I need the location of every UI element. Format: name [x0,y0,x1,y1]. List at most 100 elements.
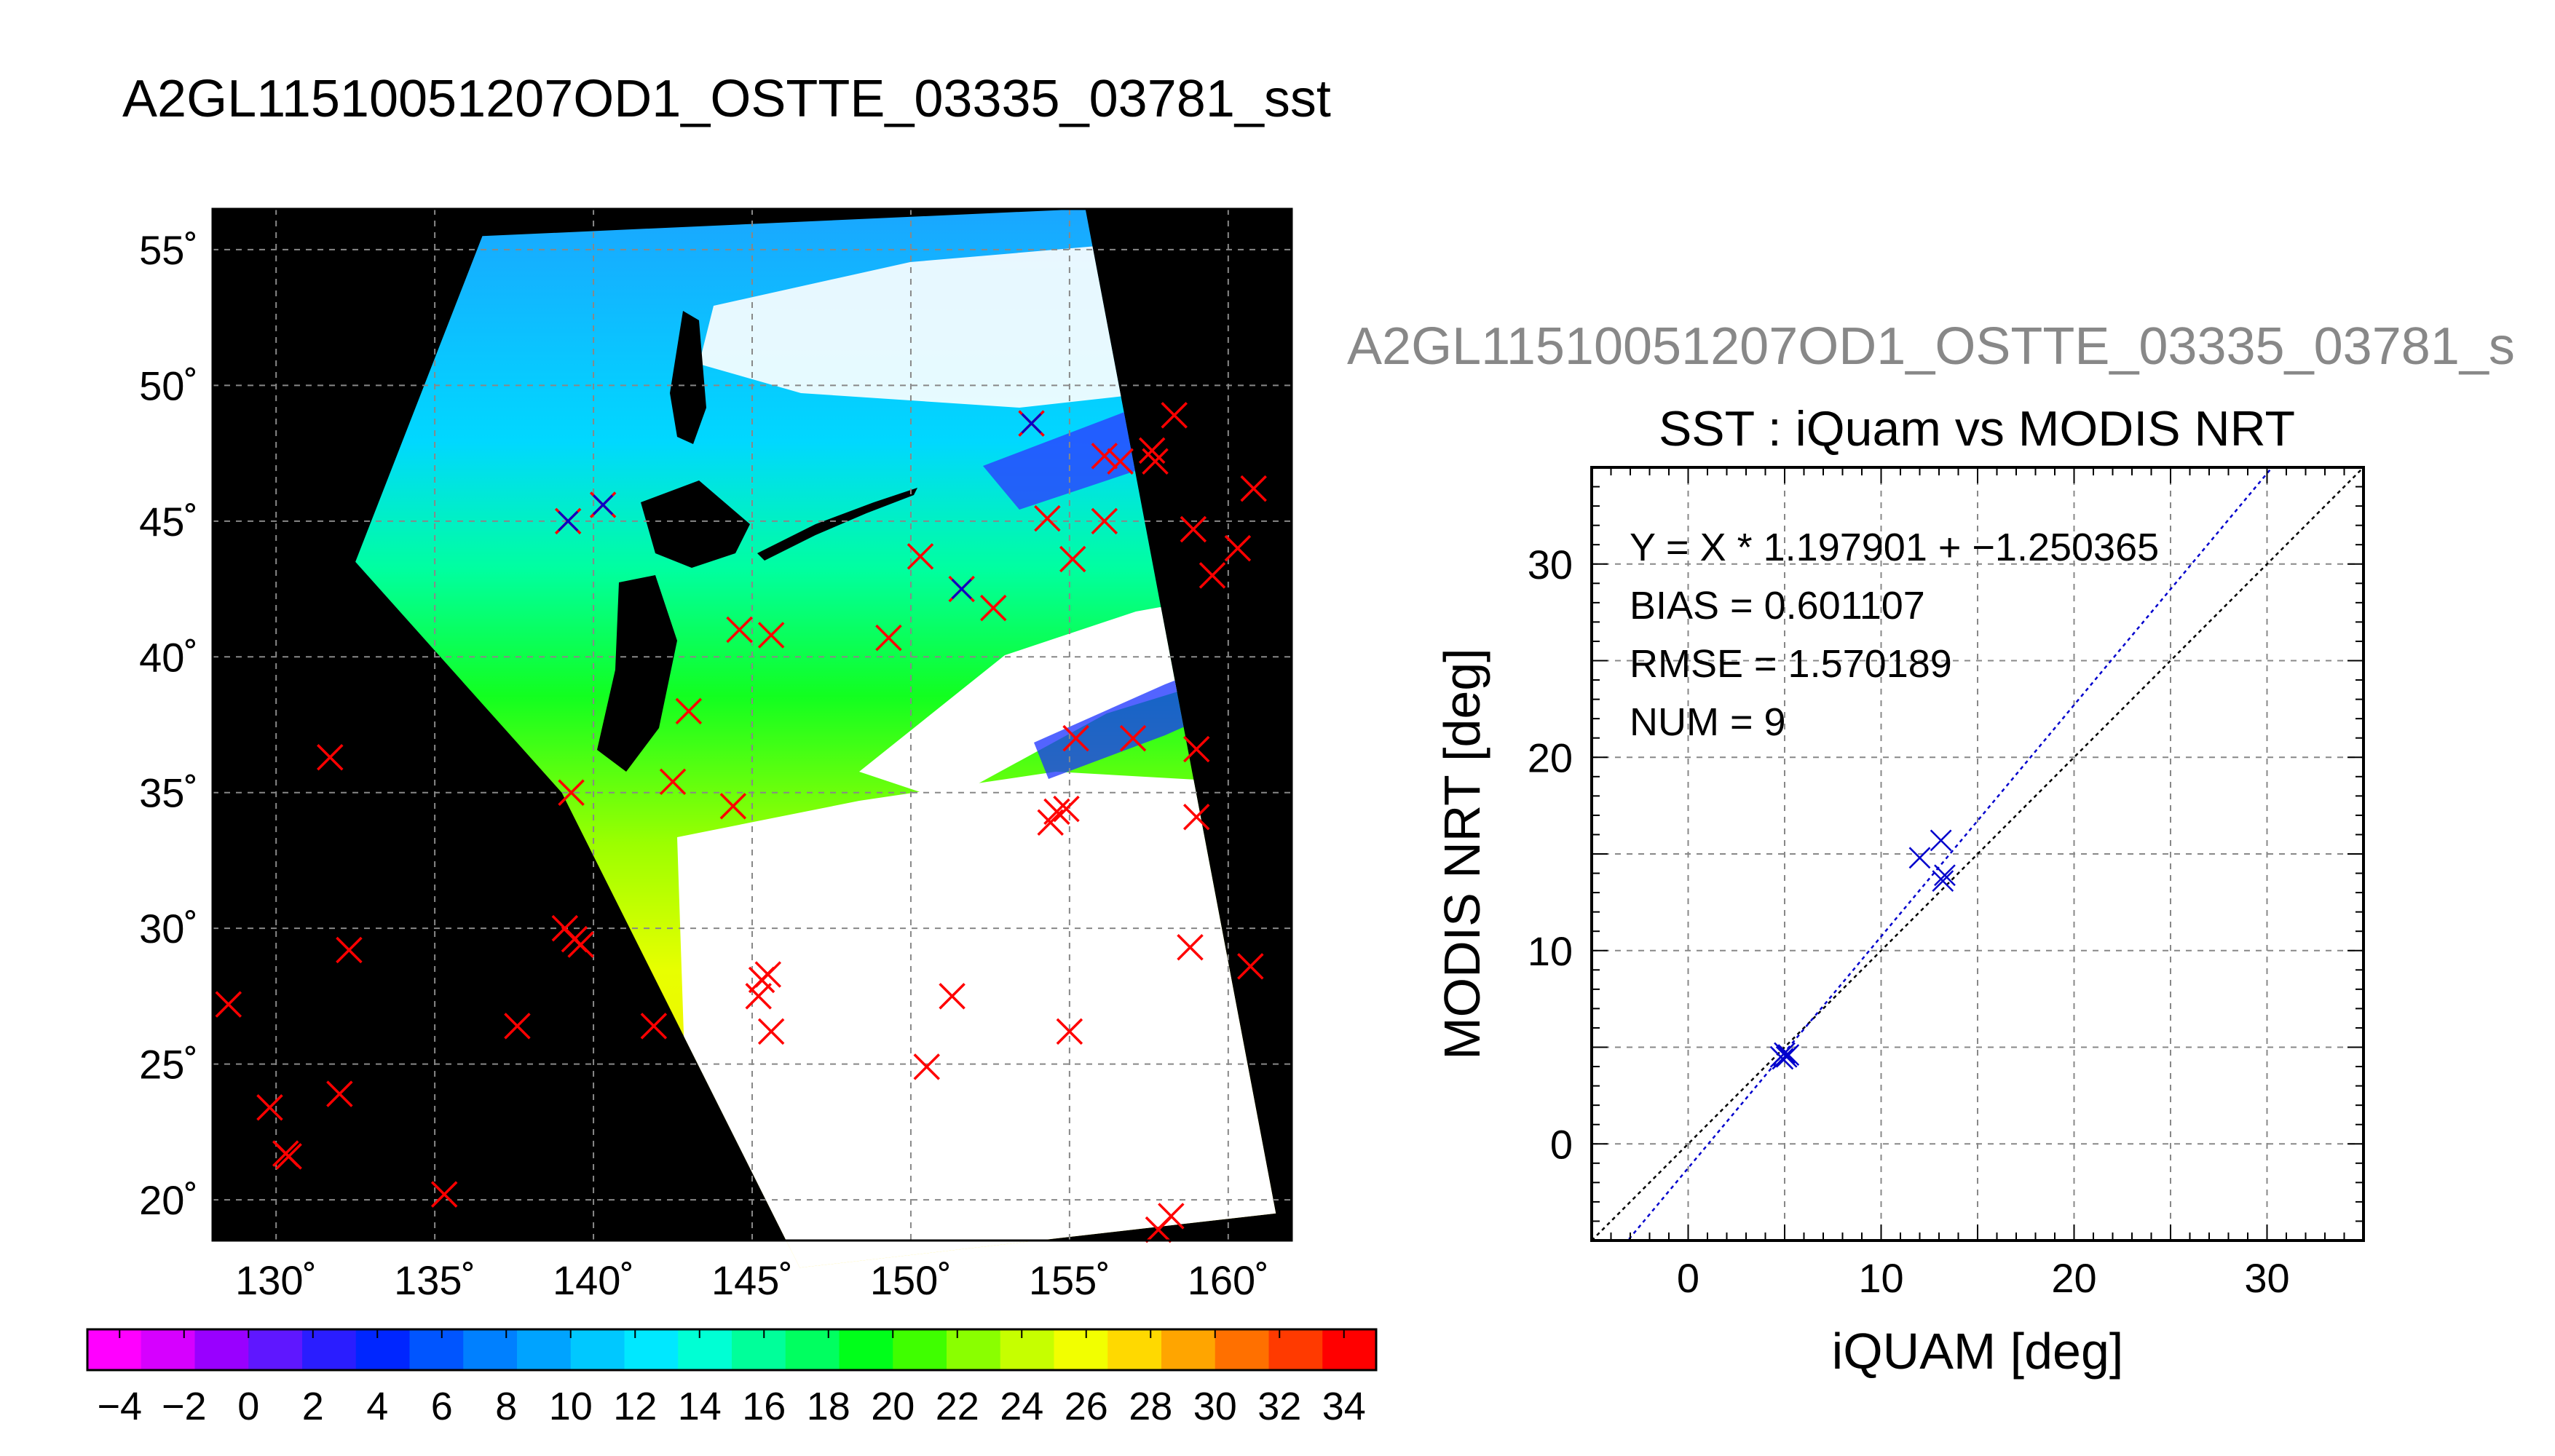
map-gridlines [213,209,1292,1241]
figure-title: A2GL11510051207OD1_OSTTE_03335_03781_sst [122,70,1331,128]
scatter-x-axis-label: iQUAM [deg] [1832,1323,2124,1380]
colorbar-tick-label: 10 [549,1385,593,1428]
insitu-marker [430,1181,458,1208]
insitu-marker [1091,507,1118,535]
colorbar-tick-label: 14 [678,1385,722,1428]
stat-regression-equation: Y = X * 1.197901 + −1.250365 [1630,526,2159,569]
colorbar-cell [1054,1329,1108,1370]
insitu-marker [1034,505,1061,532]
scatter-y-tick-label: 0 [1550,1121,1573,1167]
colorbar-tick-labels: −4 −2 0 2 4 6 8 10 12 14 16 18 20 22 24 26 28 30 32 34 [97,1329,1366,1428]
scatter-frame [1590,466,2365,1242]
colorbar-cell [947,1329,1001,1370]
scatter-point [1774,1042,1796,1064]
colorbar-tick-label: 20 [871,1385,915,1428]
colorbar-frame [86,1328,1378,1372]
colorbar-tick-label: 30 [1193,1385,1237,1428]
insitu-marker [558,779,585,806]
land-honshu-north [597,575,677,772]
colorbar-cell [517,1329,572,1370]
stat-bias: BIAS = 0.601107 [1630,584,1925,628]
insitu-marker [567,931,594,958]
scatter-points [1769,829,1956,1070]
map-y-tick-label: 35˚ [139,770,198,816]
scatter-point [1772,1048,1794,1070]
scatter-point [1908,847,1931,869]
map-x-tick-label: 135˚ [394,1257,475,1303]
map-y-tick-label: 55˚ [139,227,198,273]
scatter-point [1930,829,1952,852]
insitu-marker [754,961,782,988]
scatter-subtitle: A2GL11510051207OD1_OSTTE_03335_03781_s [1347,317,2515,376]
insitu-marker [1161,402,1188,429]
insitu-markers [215,402,1267,1243]
colorbar-tick-label: 8 [495,1385,517,1428]
map-latitude-labels: 20˚ 25˚ 30˚ 35˚ 40˚ 45˚ 50˚ 55˚ [139,227,198,1223]
colorbar-cell [194,1329,249,1370]
colorbar-cell [302,1329,357,1370]
matchup-marker-blue [1021,413,1042,434]
colorbar-tick-label: 26 [1065,1385,1108,1428]
cloud-region-south [677,772,1276,1268]
map-y-tick-label: 45˚ [139,499,198,545]
sst-map: 130˚ 135˚ 140˚ 145˚ 150˚ 155˚ 160˚ 20˚ 25˚ 30˚ 35… [139,207,1293,1303]
colorbar-cell [463,1329,518,1370]
insitu-marker [256,1094,283,1121]
landmasses [597,311,917,772]
land-sakhalin [670,311,706,444]
insitu-marker [913,1053,940,1080]
stat-rmse: RMSE = 1.570189 [1630,642,1952,686]
colorbar-tick-label: 4 [366,1385,388,1428]
scatter-point [1775,1045,1798,1068]
map-y-tick-label: 50˚ [139,363,198,408]
colorbar-cell [624,1329,679,1370]
matchup-marker-blue [951,578,972,600]
insitu-marker [1056,1018,1083,1045]
colorbar-tick-label: 22 [936,1385,979,1428]
insitu-marker [1183,804,1210,831]
colorbar-cell [1215,1329,1270,1370]
colorbar-cell [1322,1329,1377,1370]
insitu-marker [1183,735,1210,763]
colorbar-tick-label: 18 [807,1385,850,1428]
scatter-x-tick-label: 30 [2244,1255,2289,1301]
insitu-marker [336,936,363,964]
insitu-marker [1119,724,1147,752]
insitu-marker [275,1143,302,1170]
colorbar-cell [355,1329,411,1370]
colorbar-cell [248,1329,303,1370]
colorbar-tick-label: 12 [613,1385,657,1428]
land-kurils [757,488,917,561]
insitu-marker [1142,448,1169,475]
colorbar-cell [678,1329,732,1370]
insitu-marker [745,983,772,1010]
insitu-marker [1145,1216,1172,1243]
matchup-marker-blue [593,494,614,515]
one-to-one-line [1592,467,2364,1241]
colorbar-cell [87,1329,142,1370]
colorbar-tick-label: 34 [1322,1385,1366,1428]
insitu-marker [1037,809,1064,836]
scatter-fit-lines [1592,467,2364,1241]
colorbar-cell [1000,1329,1055,1370]
colorbar-cell [409,1329,464,1370]
scatter-y-axis-label: MODIS NRT [deg] [1434,648,1490,1059]
insitu-marker [1138,437,1166,464]
scatter-point [1934,864,1956,887]
colorbar-tick-label: −2 [162,1385,207,1428]
map-y-tick-label: 25˚ [139,1042,198,1088]
stat-count: NUM = 9 [1630,700,1786,744]
insitu-marker [1062,724,1089,752]
insitu-marker [326,1080,353,1107]
insitu-marker [1198,562,1226,589]
map-frame [211,207,1293,1242]
insitu-marker [1059,545,1086,573]
insitu-marker [757,1018,785,1045]
scatter-x-tick-label: 10 [1858,1255,1903,1301]
insitu-marker [1224,534,1252,562]
scatter-x-tick-labels: 0 10 20 30 [1677,1255,2290,1301]
colorbar-cell [732,1329,786,1370]
insitu-marker [1237,953,1264,980]
land-hokkaido [641,480,750,568]
